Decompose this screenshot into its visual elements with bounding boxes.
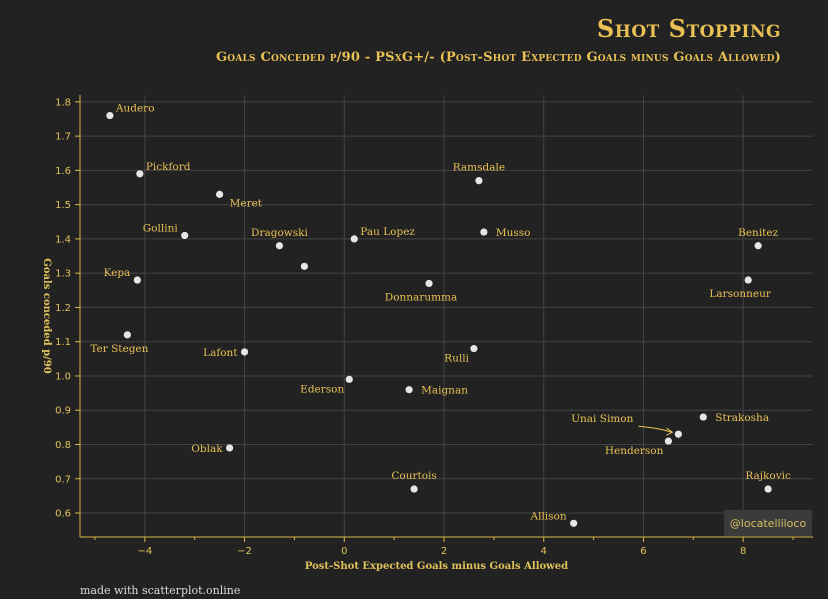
data-point: [699, 413, 707, 421]
data-point: [345, 375, 353, 383]
point-label: Dragowski: [251, 227, 308, 239]
data-point: [664, 437, 672, 445]
data-point: [136, 170, 144, 178]
point-label: Ter Stegen: [90, 343, 148, 355]
footer-credit[interactable]: made with scatterplot.online: [80, 584, 241, 597]
data-point: [300, 262, 308, 270]
data-point: [674, 430, 682, 438]
y-tick-label: 0.6: [55, 509, 71, 520]
point-label: Courtois: [391, 470, 436, 482]
chart-title: Shot Stopping: [596, 14, 781, 43]
credit-badge: @locatelliloco: [724, 510, 812, 536]
data-point: [405, 386, 413, 394]
point-label: Maignan: [421, 385, 468, 397]
data-point: [754, 242, 762, 250]
y-tick-label: 1.1: [55, 337, 71, 348]
point-label: Gollini: [143, 222, 179, 234]
y-tick-label: 1.0: [55, 371, 71, 382]
point-label: Rajkovic: [745, 470, 791, 482]
data-point: [225, 444, 234, 452]
point-label: Kepa: [104, 267, 131, 279]
data-point: [425, 279, 433, 288]
point-label: Ramsdale: [453, 162, 505, 174]
y-tick-label: 1.6: [55, 166, 71, 177]
point-label: Strakosha: [715, 412, 769, 424]
x-tick-label: 0: [341, 546, 347, 557]
x-tick-label: 6: [640, 546, 646, 557]
y-tick-label: 1.7: [55, 132, 71, 143]
point-label: Musso: [496, 227, 531, 239]
axis-layer: [75, 95, 813, 542]
data-point: [123, 331, 131, 339]
data-point: [181, 231, 189, 240]
y-axis-label: Goals conceded p/90: [41, 258, 52, 374]
y-tick-label: 0.9: [55, 406, 71, 417]
point-label: Benitez: [738, 227, 778, 239]
x-tick-label: −2: [237, 546, 252, 557]
tick-labels: −4 −2 0 2 4 6 8 0.6 0.7 0.8 0.9 1.0 1.1 1.2 1.3 1.4 1.5 1…: [55, 97, 746, 557]
y-tick-label: 1.8: [55, 97, 71, 108]
point-label: Rulli: [444, 353, 469, 365]
y-tick-label: 0.8: [55, 440, 71, 451]
chart-subtitle: Goals Conceded p/90 - PSxG+/- (Post-Shot…: [216, 50, 781, 65]
data-point: [106, 111, 114, 120]
x-axis-label: Post-Shot Expected Goals minus Goals All…: [305, 561, 568, 572]
x-tick-label: 2: [441, 546, 447, 557]
y-tick-label: 1.4: [55, 234, 71, 245]
data-point: [350, 235, 358, 243]
data-point: [410, 485, 418, 493]
point-label: Larsonneur: [709, 288, 771, 300]
data-point: [470, 344, 478, 353]
x-tick-label: 8: [740, 546, 746, 557]
data-point: [764, 485, 772, 493]
point-label: Lafont: [203, 347, 238, 359]
point-label: Audero: [115, 103, 155, 115]
point-label: Henderson: [605, 445, 664, 457]
data-point: [275, 242, 284, 250]
data-point: [480, 228, 488, 236]
data-point: [570, 519, 578, 527]
y-tick-label: 1.5: [55, 200, 71, 211]
x-tick-label: −4: [137, 546, 152, 557]
point-label: Meret: [230, 197, 263, 209]
point-labels: Audero Pickford Meret Gollini Dragowski Pau L…: [90, 103, 791, 523]
data-points: [106, 111, 772, 527]
point-label: Oblak: [191, 443, 223, 455]
y-tick-label: 0.7: [55, 474, 71, 485]
point-label: Donnarumma: [385, 291, 457, 303]
data-point: [133, 276, 141, 284]
y-tick-label: 1.2: [55, 303, 71, 314]
point-label: Allison: [530, 510, 567, 522]
grid-layer: [80, 95, 813, 537]
data-point: [240, 348, 249, 356]
data-point: [216, 190, 224, 198]
y-tick-label: 1.3: [55, 269, 71, 280]
point-label: Ederson: [300, 383, 344, 395]
point-label: Unai Simon: [571, 413, 633, 425]
point-label: Pickford: [146, 161, 191, 173]
data-point: [475, 177, 483, 185]
data-point: [744, 276, 752, 284]
pointer-arrowhead: [666, 427, 674, 436]
x-tick-label: 4: [541, 546, 547, 557]
point-label: Pau Lopez: [360, 226, 415, 238]
pointer-arrow: [638, 425, 672, 433]
